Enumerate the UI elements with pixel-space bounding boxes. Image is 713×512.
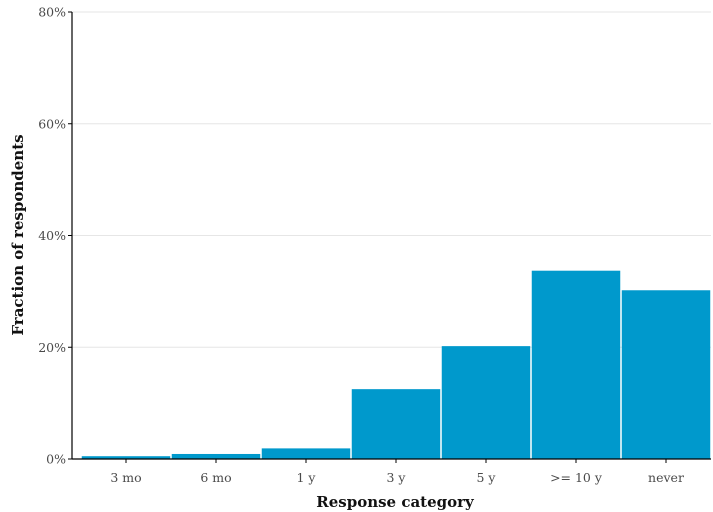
y-tick-label: 80% xyxy=(38,5,66,20)
bar xyxy=(171,453,261,459)
x-tick-label: 6 mo xyxy=(200,470,231,485)
y-tick-label: 60% xyxy=(38,116,66,131)
x-tick-label: 1 y xyxy=(297,470,317,485)
x-axis-title: Response category xyxy=(316,493,475,511)
bar xyxy=(351,389,441,459)
x-tick-label: >= 10 y xyxy=(550,470,603,485)
y-tick-label: 0% xyxy=(46,452,66,467)
x-tick-label: 3 mo xyxy=(110,470,141,485)
y-tick-labels: 0% 20% 40% 60% 80% xyxy=(38,5,72,467)
x-tick-label: 5 y xyxy=(477,470,497,485)
x-tick-label: 3 y xyxy=(387,470,407,485)
bar xyxy=(531,270,621,459)
y-tick-label: 20% xyxy=(38,340,66,355)
x-tick-labels: 3 mo 6 mo 1 y 3 y 5 y >= 10 y never xyxy=(110,459,684,485)
bar xyxy=(81,456,171,459)
y-axis-title: Fraction of respondents xyxy=(9,134,27,335)
bar xyxy=(441,346,531,459)
bars xyxy=(81,270,711,459)
y-tick-label: 40% xyxy=(38,228,66,243)
bar xyxy=(261,448,351,459)
x-tick-label: never xyxy=(648,470,684,485)
bar xyxy=(621,290,711,459)
